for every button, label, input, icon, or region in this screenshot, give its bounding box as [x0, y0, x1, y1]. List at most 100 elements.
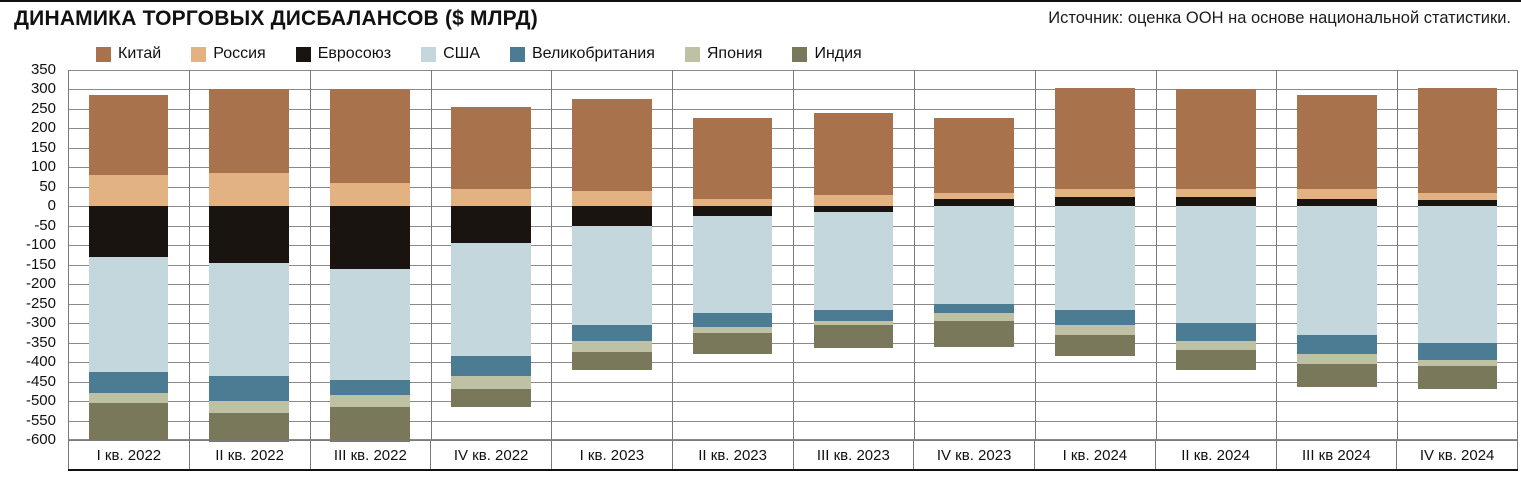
y-tick-label: 50	[39, 177, 56, 195]
y-tick-label: 200	[30, 119, 56, 137]
legend-item: Великобритания	[510, 45, 655, 63]
bar-segment	[1055, 334, 1135, 357]
bar-segment	[1176, 323, 1256, 341]
y-tick-label: -500	[25, 392, 56, 410]
legend-label: Великобритания	[532, 45, 655, 62]
bar-segment	[692, 327, 773, 333]
v-gridline	[431, 70, 432, 440]
source-note: Источник: оценка ООН на основе националь…	[1048, 9, 1511, 27]
bar-segment	[1417, 206, 1498, 343]
bar-segment	[934, 313, 1015, 322]
bar-segment	[451, 188, 531, 207]
v-gridline	[1156, 70, 1157, 440]
bar-segment	[1296, 198, 1377, 207]
bar-segment	[88, 95, 169, 176]
x-category-label: I кв. 2022	[68, 441, 190, 469]
legend-swatch	[191, 46, 207, 62]
bar-segment	[209, 375, 290, 402]
bar-segment	[1417, 366, 1498, 390]
bar-segment	[1176, 188, 1256, 197]
legend-label: Китай	[118, 45, 162, 62]
y-tick-label: -150	[25, 255, 56, 273]
bar-segment	[1176, 340, 1256, 351]
bar-segment	[1296, 188, 1377, 199]
bar-segment	[934, 193, 1015, 200]
legend: Китай Россия Евросоюз США Великобритания Япон…	[96, 45, 862, 63]
bar-segment	[209, 206, 290, 263]
x-category-label: II кв. 2024	[1156, 441, 1277, 469]
legend-label: Евросоюз	[317, 45, 392, 62]
y-tick-label: 100	[30, 158, 56, 176]
bar-segment	[571, 190, 652, 207]
v-gridline	[914, 70, 915, 440]
legend-item: Япония	[684, 45, 763, 63]
y-tick-label: -400	[25, 353, 56, 371]
bar-segment	[451, 375, 531, 390]
v-gridline	[189, 70, 190, 440]
legend-swatch	[295, 46, 311, 62]
chart-title: ДИНАМИКА ТОРГОВЫХ ДИСБАЛАНСОВ ($ МЛРД)	[14, 7, 538, 30]
bar-segment	[571, 325, 652, 341]
bar-segment	[934, 321, 1015, 347]
bar-segment	[934, 117, 1015, 194]
legend-item: США	[421, 45, 480, 63]
legend-swatch	[96, 46, 111, 62]
legend-label: Индия	[814, 45, 862, 62]
bar-segment	[88, 206, 169, 257]
bar-segment	[692, 206, 773, 217]
y-tick-label: -600	[25, 431, 56, 448]
bar-segment	[571, 99, 652, 191]
bar-segment	[692, 216, 773, 314]
bar-segment	[1296, 354, 1377, 365]
bar-segment	[88, 256, 169, 372]
bar-segment	[451, 243, 531, 357]
bar-segment	[1296, 334, 1377, 355]
legend-label: Япония	[706, 45, 763, 62]
bar-segment	[1417, 200, 1498, 207]
v-gridline	[1517, 70, 1518, 440]
y-tick-label: 150	[30, 138, 56, 156]
legend-item: Индия	[792, 45, 862, 63]
bar-segment	[1055, 196, 1135, 207]
x-category-label: IV кв. 2022	[431, 441, 552, 469]
bar-segment	[692, 199, 773, 207]
y-tick-label: -200	[25, 275, 56, 293]
y-tick-label: -300	[25, 314, 56, 332]
y-tick-label: -100	[25, 236, 56, 254]
legend-swatch	[421, 46, 437, 62]
y-tick-label: -550	[25, 411, 56, 429]
bar-segment	[1176, 350, 1256, 370]
v-gridline	[1035, 70, 1036, 440]
x-category-label: IV кв. 2024	[1397, 441, 1518, 469]
y-tick-label: -250	[25, 294, 56, 312]
x-category-label: III кв 2024	[1277, 441, 1398, 469]
bar-segment	[330, 406, 410, 442]
bar-segment	[813, 321, 894, 326]
x-category-label: III кв. 2022	[311, 441, 432, 469]
bar-segment	[1417, 87, 1498, 193]
bar-segment	[813, 206, 894, 213]
bar-segment	[209, 412, 290, 442]
legend-label: Россия	[213, 45, 266, 62]
bar-segment	[330, 182, 410, 207]
y-tick-label: 300	[30, 80, 56, 98]
bar-segment	[88, 175, 169, 207]
bar-segment	[330, 379, 410, 396]
bar-segment	[330, 268, 410, 380]
bar-segment	[451, 206, 531, 244]
v-gridline	[793, 70, 794, 440]
y-tick-label: -450	[25, 372, 56, 390]
plot-area	[68, 70, 1518, 442]
legend-item: Евросоюз	[295, 45, 392, 63]
bar-segment	[1055, 325, 1135, 335]
x-axis: I кв. 2022 II кв. 2022 III кв. 2022 IV кв. …	[68, 440, 1518, 471]
x-category-label: I кв. 2024	[1035, 441, 1156, 469]
bar-segment	[934, 206, 1015, 304]
bar-segment	[1055, 206, 1135, 310]
bar-segment	[1417, 192, 1498, 201]
bar-segment	[813, 309, 894, 322]
bar-segment	[813, 194, 894, 207]
bar-segment	[209, 262, 290, 376]
bar-segment	[451, 356, 531, 376]
bar-segment	[692, 313, 773, 328]
